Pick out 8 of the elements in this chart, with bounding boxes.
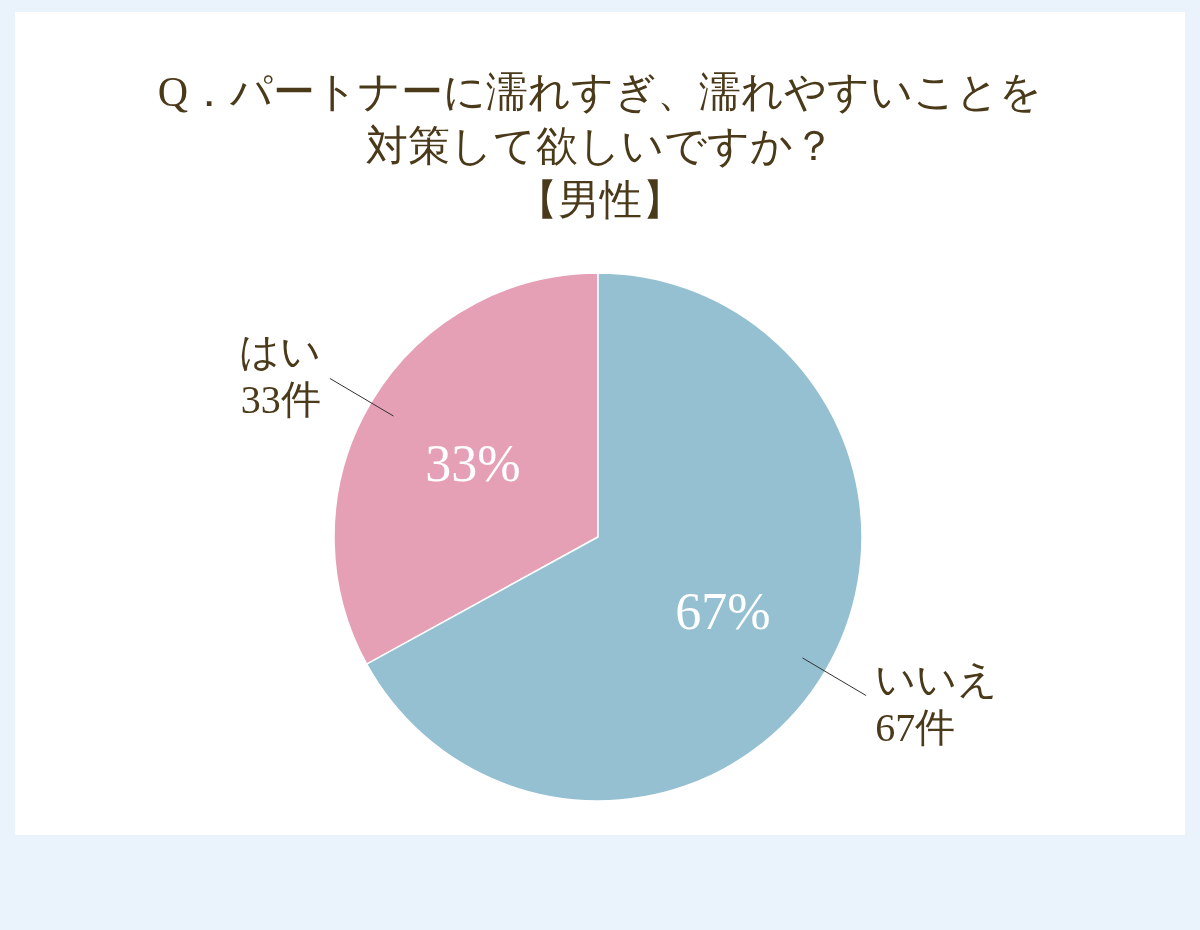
- data-label: 33%: [425, 435, 521, 493]
- chart-subtitle: 【男性】: [516, 176, 684, 225]
- chart-title: Q．パートナーに濡れすぎ、濡れやすいことを対策して欲しいですか？: [156, 68, 1044, 171]
- slice-label: はい: [238, 329, 321, 375]
- text: 67件: [875, 704, 956, 750]
- slice-label: いいえ: [875, 656, 999, 702]
- data-label: 67%: [675, 582, 771, 640]
- text: 33件: [240, 377, 321, 423]
